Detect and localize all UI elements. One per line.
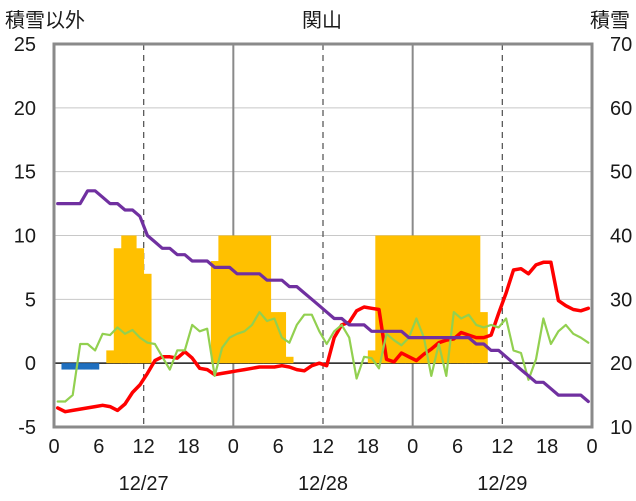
precip-bars — [61, 235, 488, 370]
date-label: 12/28 — [298, 473, 348, 495]
x-tick-label: 18 — [536, 436, 558, 458]
precip_rain-bar — [61, 363, 70, 370]
right-axis-label: 積雪 — [590, 9, 630, 32]
date-label: 12/29 — [477, 473, 527, 495]
precip_snow-bar — [450, 235, 458, 364]
series-lines — [55, 189, 591, 414]
x-tick-label: 0 — [228, 436, 239, 458]
date-label: 12/27 — [119, 473, 169, 495]
precip_snow-bar — [412, 235, 421, 364]
precip_snow-bar — [240, 235, 249, 364]
y-left-tick-label: 10 — [14, 226, 36, 248]
y-axis-left: -5 0 5 10 15 20 25 — [14, 34, 36, 439]
precip_rain-bar — [83, 363, 92, 370]
precip_snow-bar — [405, 235, 414, 364]
y-right-tick-label: 40 — [610, 226, 632, 248]
precip_snow-bar — [106, 350, 115, 364]
y-right-tick-label: 70 — [610, 34, 632, 56]
precip_snow-bar — [270, 312, 279, 364]
precip_snow-bar — [464, 235, 473, 364]
precip_rain-bar — [68, 363, 77, 370]
x-tick-label: 6 — [452, 436, 463, 458]
precip_snow-bar — [435, 235, 443, 364]
precip_snow-bar — [367, 350, 376, 364]
precip_snow-bar — [472, 235, 481, 364]
y-right-tick-label: 50 — [610, 162, 632, 184]
chart-title: 関山 — [302, 9, 342, 32]
precip_snow-bar — [128, 235, 137, 364]
precip_snow-bar — [375, 235, 384, 364]
x-tick-label: 18 — [177, 436, 199, 458]
precip_snow-bar — [397, 235, 406, 364]
wind-line — [56, 311, 590, 403]
y-right-tick-label: 10 — [610, 417, 632, 439]
precip_snow-bar — [218, 235, 227, 364]
x-tick-label: 18 — [357, 436, 379, 458]
y-right-tick-label: 20 — [610, 353, 632, 375]
precip_snow-bar — [382, 235, 391, 364]
precip_snow-bar — [285, 356, 294, 364]
x-tick-label: 6 — [273, 436, 284, 458]
left-axis-label: 積雪以外 — [5, 9, 85, 32]
y-left-tick-label: -5 — [18, 417, 36, 439]
precip_snow-bar — [457, 235, 466, 364]
precip_snow-bar — [263, 235, 272, 364]
precip_snow-bar — [121, 235, 130, 364]
precip_rain-bar — [91, 363, 100, 370]
y-left-tick-label: 25 — [14, 34, 36, 56]
precip_snow-bar — [390, 235, 399, 364]
y-right-tick-label: 60 — [610, 98, 632, 120]
x-axis: 0 6 12 18 0 6 12 18 0 6 12 18 0 12/27 12/28 12/29 — [48, 436, 597, 495]
x-tick-label: 12 — [133, 436, 155, 458]
precip_snow-bar — [143, 273, 152, 364]
y-left-tick-label: 20 — [14, 98, 36, 120]
precip_snow-bar — [233, 235, 242, 364]
x-tick-label: 0 — [586, 436, 597, 458]
x-tick-label: 6 — [93, 436, 104, 458]
plot-border — [52, 42, 594, 429]
precip_snow-bar — [427, 235, 436, 364]
y-left-tick-label: 0 — [25, 353, 36, 375]
temperature-line — [55, 260, 591, 414]
plot-frame — [52, 42, 594, 429]
precip_snow-bar — [225, 235, 234, 364]
y-left-tick-label: 5 — [25, 289, 36, 311]
x-tick-label: 0 — [48, 436, 59, 458]
precip_snow-bar — [420, 235, 429, 364]
precip_snow-bar — [255, 235, 264, 364]
precip_snow-bar — [136, 248, 145, 364]
y-axis-right: 10 20 30 40 50 60 70 — [610, 34, 632, 439]
x-tick-label: 12 — [312, 436, 334, 458]
snow_depth-line — [56, 189, 590, 404]
precip_snow-bar — [442, 235, 451, 364]
precip_snow-bar — [248, 235, 257, 364]
x-tick-label: 0 — [407, 436, 418, 458]
y-right-tick-label: 30 — [610, 289, 632, 311]
precip_rain-bar — [76, 363, 85, 370]
precip_snow-bar — [113, 248, 122, 364]
x-tick-label: 12 — [491, 436, 513, 458]
precip_snow-bar — [210, 261, 219, 364]
y-left-tick-label: 15 — [14, 162, 36, 184]
